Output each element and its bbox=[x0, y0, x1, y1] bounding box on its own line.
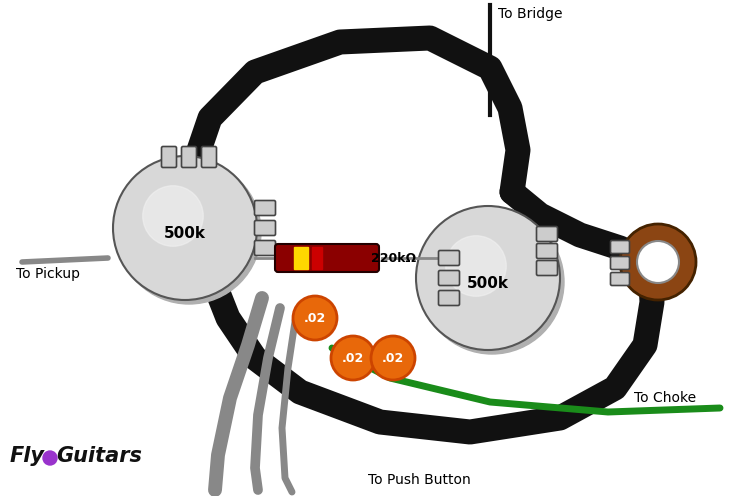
Circle shape bbox=[293, 296, 337, 340]
FancyBboxPatch shape bbox=[254, 200, 275, 215]
FancyBboxPatch shape bbox=[610, 241, 629, 253]
Text: To Push Button: To Push Button bbox=[368, 473, 471, 487]
Circle shape bbox=[420, 210, 564, 354]
FancyBboxPatch shape bbox=[439, 291, 460, 306]
Text: 220kΩ: 220kΩ bbox=[371, 251, 416, 264]
Text: .02: .02 bbox=[304, 311, 326, 324]
Circle shape bbox=[331, 336, 375, 380]
FancyBboxPatch shape bbox=[202, 146, 217, 168]
Circle shape bbox=[637, 241, 679, 283]
Circle shape bbox=[117, 160, 261, 304]
Text: Fly: Fly bbox=[10, 446, 45, 466]
FancyBboxPatch shape bbox=[439, 250, 460, 265]
FancyBboxPatch shape bbox=[610, 256, 629, 269]
Bar bbox=[294, 247, 308, 269]
FancyBboxPatch shape bbox=[161, 146, 176, 168]
FancyBboxPatch shape bbox=[439, 270, 460, 286]
Circle shape bbox=[142, 186, 203, 246]
Circle shape bbox=[43, 451, 57, 465]
FancyBboxPatch shape bbox=[536, 260, 557, 275]
FancyBboxPatch shape bbox=[254, 221, 275, 236]
Text: To Choke: To Choke bbox=[634, 391, 696, 405]
Text: 500k: 500k bbox=[164, 227, 206, 242]
Text: 500k: 500k bbox=[467, 276, 509, 292]
FancyBboxPatch shape bbox=[254, 241, 275, 255]
Text: Guitars: Guitars bbox=[56, 446, 142, 466]
Circle shape bbox=[416, 206, 560, 350]
Text: To Bridge: To Bridge bbox=[498, 7, 562, 21]
Circle shape bbox=[446, 236, 506, 296]
Circle shape bbox=[113, 156, 257, 300]
FancyBboxPatch shape bbox=[182, 146, 196, 168]
FancyBboxPatch shape bbox=[610, 272, 629, 286]
Text: .02: .02 bbox=[342, 352, 364, 365]
FancyBboxPatch shape bbox=[536, 244, 557, 258]
Circle shape bbox=[620, 224, 696, 300]
Text: .02: .02 bbox=[382, 352, 404, 365]
FancyBboxPatch shape bbox=[536, 227, 557, 242]
Bar bbox=[312, 247, 322, 269]
Circle shape bbox=[371, 336, 415, 380]
FancyBboxPatch shape bbox=[275, 244, 379, 272]
Text: To Pickup: To Pickup bbox=[16, 267, 80, 281]
